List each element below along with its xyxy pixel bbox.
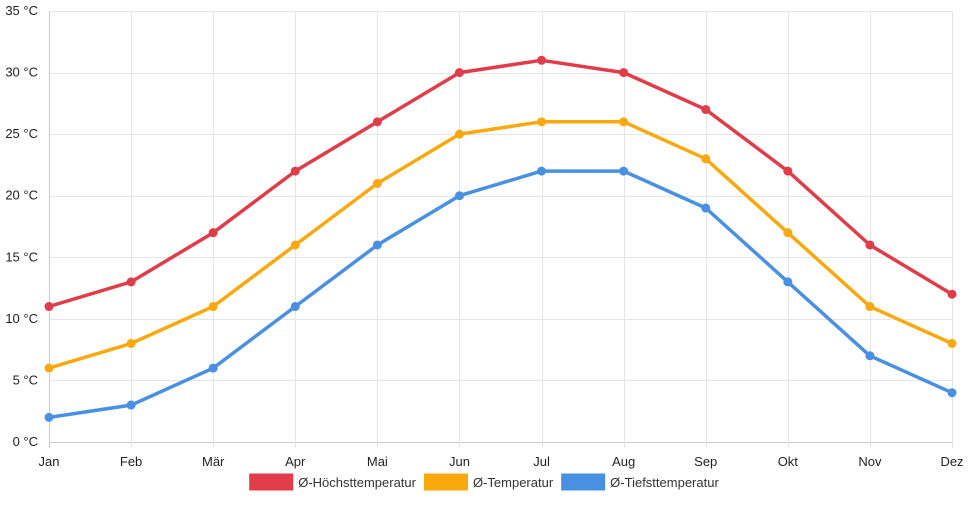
y-tick-label: 10 °C bbox=[5, 311, 38, 326]
data-point[interactable] bbox=[208, 363, 218, 373]
x-tick-label: Mär bbox=[202, 454, 225, 469]
series-3 bbox=[44, 166, 957, 422]
data-point[interactable] bbox=[290, 240, 300, 250]
data-point[interactable] bbox=[537, 55, 547, 65]
data-point[interactable] bbox=[208, 302, 218, 312]
data-point[interactable] bbox=[619, 166, 629, 176]
data-point[interactable] bbox=[126, 400, 136, 410]
legend-item[interactable]: Ø-Temperatur bbox=[423, 473, 554, 491]
data-point[interactable] bbox=[947, 388, 957, 398]
data-point[interactable] bbox=[454, 129, 464, 139]
data-point[interactable] bbox=[619, 117, 629, 127]
data-point[interactable] bbox=[537, 166, 547, 176]
data-point[interactable] bbox=[701, 154, 711, 164]
data-point[interactable] bbox=[783, 166, 793, 176]
series-lines bbox=[44, 55, 957, 422]
y-tick-label: 30 °C bbox=[5, 65, 38, 80]
x-tick-label: Jan bbox=[39, 454, 60, 469]
data-point[interactable] bbox=[208, 228, 218, 238]
x-tick-label: Dez bbox=[940, 454, 963, 469]
data-point[interactable] bbox=[783, 228, 793, 238]
x-tick-label: Mai bbox=[367, 454, 388, 469]
data-point[interactable] bbox=[701, 203, 711, 213]
data-point[interactable] bbox=[701, 105, 711, 115]
y-tick-label: 20 °C bbox=[5, 188, 38, 203]
data-point[interactable] bbox=[947, 338, 957, 348]
x-tick-label: Feb bbox=[120, 454, 142, 469]
series-line bbox=[47, 58, 954, 309]
data-point[interactable] bbox=[290, 302, 300, 312]
y-tick-label: 15 °C bbox=[5, 249, 38, 264]
series-2 bbox=[44, 117, 957, 373]
data-point[interactable] bbox=[865, 302, 875, 312]
data-point[interactable] bbox=[783, 277, 793, 287]
x-tick-label: Nov bbox=[858, 454, 882, 469]
data-point[interactable] bbox=[619, 68, 629, 78]
legend[interactable]: Ø-Höchsttemperatur Ø-Temperatur Ø-Tiefstte… bbox=[249, 473, 719, 491]
data-point[interactable] bbox=[537, 117, 547, 127]
y-tick-label: 5 °C bbox=[13, 372, 38, 387]
x-tick-label: Okt bbox=[778, 454, 799, 469]
series-line bbox=[47, 120, 954, 370]
y-axis-ticks: 0 °C 5 °C 10 °C 15 °C 20 °C 25 °C 30 °C 35 °C bbox=[5, 3, 38, 449]
data-point[interactable] bbox=[454, 68, 464, 78]
data-point[interactable] bbox=[126, 277, 136, 287]
data-point[interactable] bbox=[865, 240, 875, 250]
legend-label: Ø-Temperatur bbox=[473, 475, 554, 490]
y-tick-label: 35 °C bbox=[5, 3, 38, 18]
data-point[interactable] bbox=[454, 191, 464, 201]
x-tick-label: Sep bbox=[694, 454, 717, 469]
data-point[interactable] bbox=[290, 166, 300, 176]
y-tick-label: 25 °C bbox=[5, 126, 38, 141]
data-point[interactable] bbox=[372, 117, 382, 127]
x-tick-label: Aug bbox=[612, 454, 635, 469]
y-tick-label: 0 °C bbox=[13, 434, 38, 449]
x-tick-label: Apr bbox=[285, 454, 306, 469]
data-point[interactable] bbox=[865, 351, 875, 361]
data-point[interactable] bbox=[372, 240, 382, 250]
series-line bbox=[47, 169, 954, 420]
data-point[interactable] bbox=[44, 363, 54, 373]
legend-swatch bbox=[249, 473, 294, 491]
data-point[interactable] bbox=[372, 178, 382, 188]
x-tick-label: Jun bbox=[449, 454, 470, 469]
legend-label: Ø-Höchsttemperatur bbox=[298, 475, 416, 490]
legend-item[interactable]: Ø-Höchsttemperatur bbox=[249, 473, 417, 491]
data-point[interactable] bbox=[44, 412, 54, 422]
x-axis-ticks: Jan Feb Mär Apr Mai Jun Jul Aug Sep Okt Nov Dez bbox=[39, 454, 964, 469]
legend-swatch bbox=[561, 473, 606, 491]
legend-label: Ø-Tiefsttemperatur bbox=[610, 475, 719, 490]
series-1 bbox=[44, 55, 957, 312]
x-tick-label: Jul bbox=[533, 454, 550, 469]
data-point[interactable] bbox=[947, 289, 957, 299]
legend-swatch bbox=[423, 473, 468, 491]
data-point[interactable] bbox=[44, 302, 54, 312]
legend-item[interactable]: Ø-Tiefsttemperatur bbox=[561, 473, 719, 491]
data-point[interactable] bbox=[126, 338, 136, 348]
